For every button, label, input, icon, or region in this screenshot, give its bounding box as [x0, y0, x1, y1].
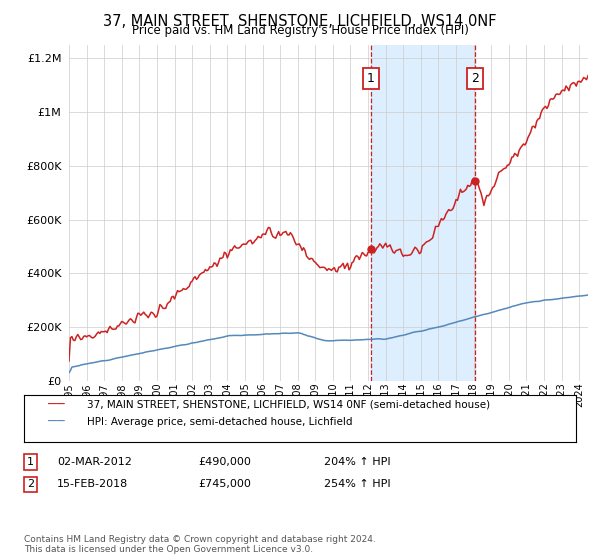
Text: 254% ↑ HPI: 254% ↑ HPI: [324, 479, 391, 489]
Text: 2: 2: [27, 479, 34, 489]
Bar: [371, 45, 475, 381]
Text: 2: 2: [471, 72, 479, 85]
Text: 37, MAIN STREET, SHENSTONE, LICHFIELD, WS14 0NF: 37, MAIN STREET, SHENSTONE, LICHFIELD, W…: [103, 14, 497, 29]
Text: Contains HM Land Registry data © Crown copyright and database right 2024.
This d: Contains HM Land Registry data © Crown c…: [24, 535, 376, 554]
Text: ——: ——: [48, 414, 65, 429]
Text: 1: 1: [27, 457, 34, 467]
Text: £490,000: £490,000: [198, 457, 251, 467]
Text: 15-FEB-2018: 15-FEB-2018: [57, 479, 128, 489]
Text: Price paid vs. HM Land Registry's House Price Index (HPI): Price paid vs. HM Land Registry's House …: [131, 24, 469, 37]
Text: ——: ——: [48, 398, 65, 412]
Text: £745,000: £745,000: [198, 479, 251, 489]
Text: 204% ↑ HPI: 204% ↑ HPI: [324, 457, 391, 467]
Text: 37, MAIN STREET, SHENSTONE, LICHFIELD, WS14 0NF (semi-detached house): 37, MAIN STREET, SHENSTONE, LICHFIELD, W…: [87, 400, 490, 410]
Text: HPI: Average price, semi-detached house, Lichfield: HPI: Average price, semi-detached house,…: [87, 417, 353, 427]
Text: 02-MAR-2012: 02-MAR-2012: [57, 457, 132, 467]
Text: 1: 1: [367, 72, 375, 85]
